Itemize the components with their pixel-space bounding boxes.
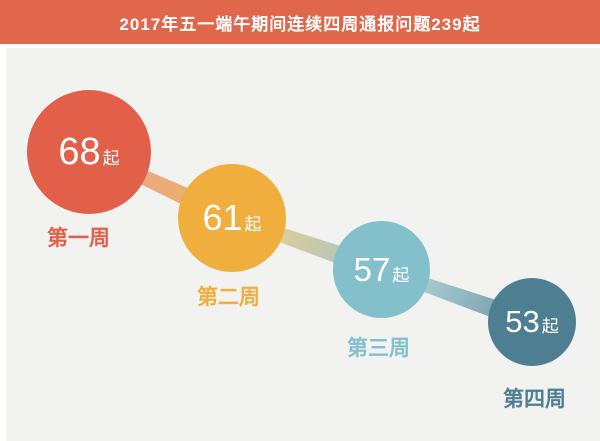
page-title: 2017年五一端午期间连续四周通报问题239起 xyxy=(119,14,481,34)
week3-bubble: 57 起 xyxy=(333,221,430,318)
week4-value-group: 53 起 xyxy=(505,304,558,340)
week2-value-group: 61 起 xyxy=(202,197,261,239)
week1-value-group: 68 起 xyxy=(58,131,119,174)
week3-value: 57 xyxy=(353,250,391,288)
week4-value: 53 xyxy=(505,304,540,339)
week1-label: 第一周 xyxy=(47,227,110,250)
week2-value: 61 xyxy=(202,197,243,238)
week3-unit: 起 xyxy=(392,265,410,285)
week2-label: 第二周 xyxy=(197,286,260,309)
week4-unit: 起 xyxy=(541,317,559,336)
week2-unit: 起 xyxy=(244,215,262,234)
week4-bubble: 53 起 xyxy=(488,278,576,366)
week1-value: 68 xyxy=(58,130,101,173)
week3-value-group: 57 起 xyxy=(354,251,410,289)
week1-bubble: 68 起 xyxy=(27,90,151,214)
header-bar: 2017年五一端午期间连续四周通报问题239起 xyxy=(0,0,600,44)
week2-bubble: 61 起 xyxy=(178,164,286,272)
week1-unit: 起 xyxy=(102,148,120,168)
week4-label: 第四周 xyxy=(503,388,566,411)
week3-label: 第三周 xyxy=(347,337,410,360)
